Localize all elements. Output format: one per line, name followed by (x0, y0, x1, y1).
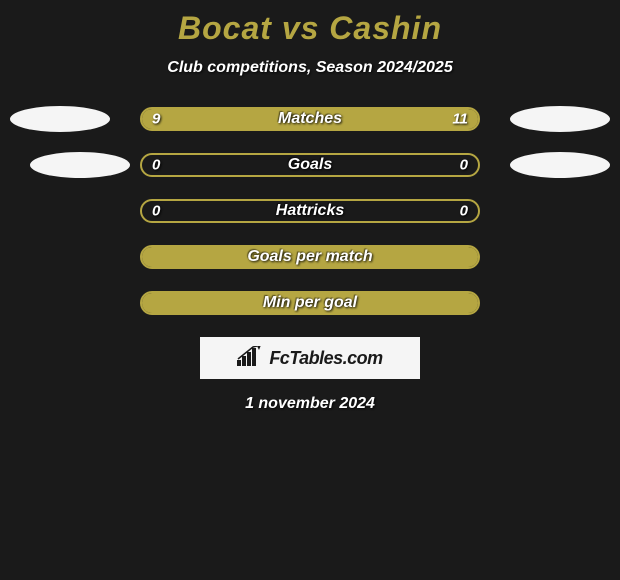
stat-bar: 9 11 Matches (140, 107, 480, 131)
stat-bar: Goals per match (140, 245, 480, 269)
stat-label: Goals per match (247, 248, 372, 266)
stat-label: Goals (288, 156, 332, 174)
player-ellipse-right (510, 106, 610, 132)
stat-label: Min per goal (263, 294, 357, 312)
stat-value-right: 0 (460, 157, 468, 174)
stat-value-right: 0 (460, 203, 468, 220)
player-ellipse-right (510, 152, 610, 178)
stat-label: Hattricks (276, 202, 344, 220)
brand-logo-box: FcTables.com (200, 337, 420, 379)
page-title: Bocat vs Cashin (0, 0, 620, 47)
stat-bar: 0 0 Goals (140, 153, 480, 177)
stat-value-left: 9 (152, 111, 160, 128)
stat-row: 0 0 Hattricks (10, 199, 610, 223)
player-ellipse-left (30, 152, 130, 178)
stat-row: Min per goal (10, 291, 610, 315)
stat-value-left: 0 (152, 157, 160, 174)
stat-bar: Min per goal (140, 291, 480, 315)
player-ellipse-left (10, 106, 110, 132)
stats-chart: 9 11 Matches 0 0 Goals 0 0 Hattricks Goals per ma… (0, 107, 620, 315)
stat-row: 0 0 Goals (10, 153, 610, 177)
stat-label: Matches (278, 110, 342, 128)
stat-bar: 0 0 Hattricks (140, 199, 480, 223)
bar-fill-left (142, 109, 293, 129)
date-text: 1 november 2024 (0, 395, 620, 413)
stat-value-left: 0 (152, 203, 160, 220)
stat-value-right: 11 (452, 111, 468, 128)
stat-row: Goals per match (10, 245, 610, 269)
stat-row: 9 11 Matches (10, 107, 610, 131)
page-subtitle: Club competitions, Season 2024/2025 (0, 59, 620, 77)
chart-bars-icon (237, 346, 263, 371)
brand-logo-text: FcTables.com (269, 348, 382, 369)
